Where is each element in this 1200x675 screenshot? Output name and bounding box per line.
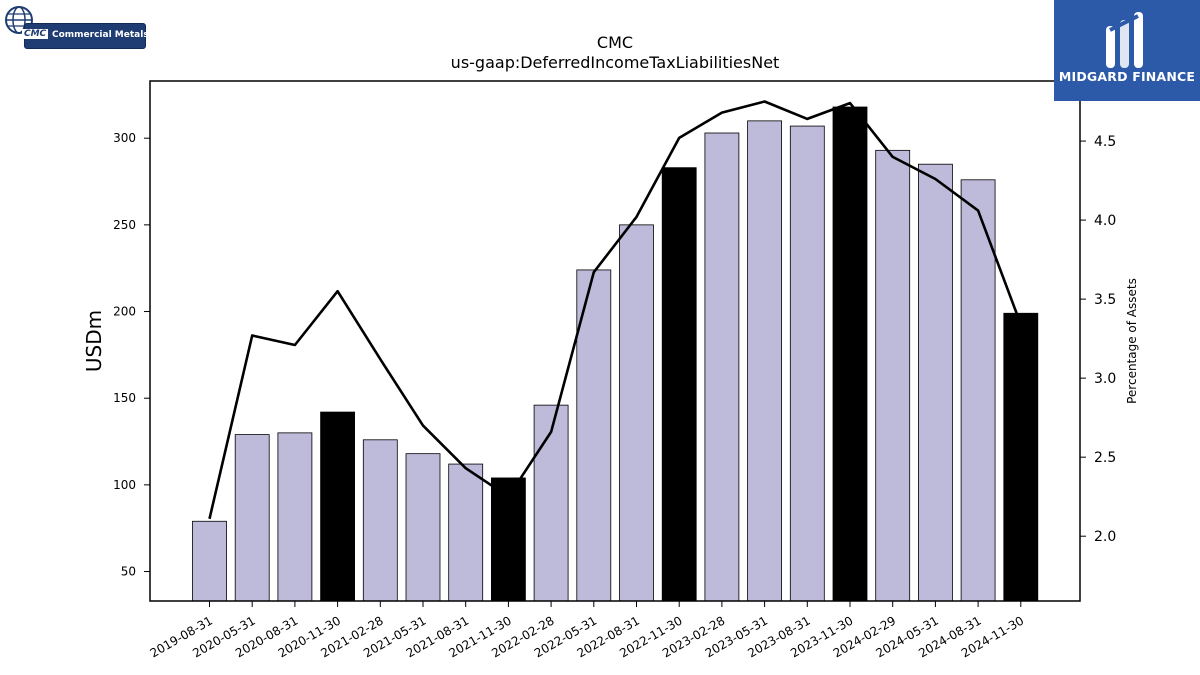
bar-2023-05-31 — [747, 120, 782, 602]
y-tick-label: 300 — [113, 131, 136, 145]
bar-2022-08-31 — [619, 224, 654, 602]
right-axis-ticks: 2.0 2.5 3.0 3.5 4.0 4.5 — [1080, 134, 1116, 545]
bar-2022-11-30 — [661, 167, 697, 602]
bar-series — [192, 106, 1039, 602]
bar-2020-08-31 — [277, 432, 313, 602]
chart-subtitle: us-gaap:DeferredIncomeTaxLiabilitiesNet — [451, 53, 780, 72]
chart-title: CMC — [597, 33, 633, 52]
y-tick-label: 150 — [113, 391, 136, 405]
plot-frame — [149, 80, 1081, 602]
bar-2023-02-28 — [704, 132, 740, 602]
bar-2023-11-30 — [832, 106, 868, 602]
y-tick-label: 50 — [121, 565, 136, 579]
bar-2020-05-31 — [234, 434, 270, 602]
bar-2023-08-31 — [789, 125, 825, 602]
x-axis-ticks: 2019-08-312020-05-312020-08-312020-11-30… — [148, 601, 1026, 660]
bar-2022-05-31 — [576, 269, 612, 602]
line-series — [208, 100, 1023, 520]
y2-axis-label: Percentage of Assets — [1125, 278, 1139, 404]
bar-2021-11-30 — [490, 477, 526, 602]
bar-2022-02-28 — [533, 404, 569, 602]
logo-abbr: CMC — [22, 29, 49, 39]
midgard-finance-logo: MIDGARD FINANCE — [1054, 0, 1200, 101]
bar-2024-11-30 — [1003, 312, 1039, 602]
logo-name: Commercial Metals — [52, 30, 149, 40]
bar-2024-08-31 — [960, 179, 996, 602]
commercial-metals-logo: CMC Commercial Metals — [4, 5, 149, 51]
y2-tick-label: 2.0 — [1094, 529, 1116, 545]
left-axis-ticks: 50 100 150 200 250 300 — [113, 131, 150, 579]
bar-2021-02-28 — [362, 439, 398, 602]
y2-tick-label: 3.0 — [1094, 371, 1116, 387]
bar-2024-02-29 — [875, 149, 911, 602]
y2-tick-label: 3.5 — [1094, 292, 1116, 308]
y2-tick-label: 2.5 — [1094, 450, 1116, 466]
y2-tick-label: 4.5 — [1094, 134, 1116, 150]
y2-tick-label: 4.0 — [1094, 213, 1116, 229]
percentage-of-assets-line — [208, 100, 1023, 520]
bar-2021-08-31 — [448, 463, 484, 602]
bar-2021-05-31 — [405, 453, 441, 602]
midgard-mark-icon — [1106, 12, 1143, 68]
bar-2019-08-31 — [192, 520, 227, 602]
bar-2024-05-31 — [918, 163, 953, 602]
y-tick-label: 250 — [113, 218, 136, 232]
bar-2020-11-30 — [320, 411, 356, 602]
y-tick-label: 200 — [113, 305, 136, 319]
y-axis-label: USDm — [82, 310, 106, 372]
y-tick-label: 100 — [113, 478, 136, 492]
brand-name: MIDGARD FINANCE — [1058, 69, 1196, 84]
